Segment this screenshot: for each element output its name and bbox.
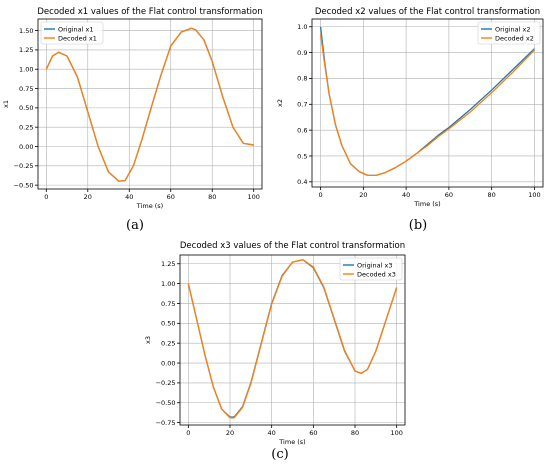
x-tick-label: 20: [84, 193, 92, 201]
y-axis-label: x3: [144, 336, 152, 344]
y-tick-label: −0.50: [156, 399, 176, 407]
x-tick-label: 100: [528, 191, 540, 199]
y-tick-label: 0.00: [19, 143, 33, 151]
x-tick-label: 100: [390, 429, 402, 437]
chart-title: Decoded x2 values of the Flat control tr…: [315, 7, 540, 17]
y-tick-label: 0.8: [297, 75, 307, 83]
y-axis-label: x1: [2, 100, 10, 108]
x-tick-label: 0: [318, 191, 322, 199]
y-axis-label: x2: [276, 99, 284, 107]
panel-caption: (b): [409, 218, 427, 233]
chart-panel-2: Decoded x2 values of the Flat control tr…: [276, 7, 544, 233]
x-axis-label: Time (s): [278, 438, 305, 446]
x-tick-label: 80: [351, 429, 359, 437]
y-tick-label: 0.5: [297, 152, 307, 160]
x-tick-label: 60: [445, 191, 453, 199]
y-tick-label: 0.25: [161, 339, 175, 347]
series-line-decoded-x1: [45, 27, 254, 182]
x-tick-label: 40: [402, 191, 410, 199]
chart-panel-1: Decoded x1 values of the Flat control tr…: [2, 7, 263, 233]
y-tick-label: 1.0: [297, 23, 307, 31]
panel-caption: (a): [126, 218, 144, 233]
legend-entry: Original x3: [357, 261, 392, 269]
series-line-original-x2: [319, 26, 535, 177]
y-tick-label: 0.50: [19, 104, 33, 112]
y-tick-label: 1.50: [19, 27, 33, 35]
chart-panel-3: Decoded x3 values of the Flat control tr…: [144, 241, 406, 462]
legend-entry: Decoded x2: [495, 34, 534, 42]
legend-box: [339, 257, 403, 281]
x-tick-label: 0: [44, 193, 48, 201]
plot-frame: [311, 18, 544, 188]
plot-frame: [37, 18, 263, 190]
x-tick-label: 80: [208, 193, 216, 201]
x-tick-label: 40: [125, 193, 133, 201]
legend-box: [40, 21, 104, 45]
y-tick-label: 1.25: [161, 260, 175, 268]
y-tick-label: 0.4: [297, 178, 307, 186]
x-axis-label: Time (s): [136, 202, 163, 210]
y-tick-label: 1.00: [19, 66, 33, 74]
series-line-original-x1: [45, 27, 254, 182]
y-tick-label: −0.25: [14, 162, 34, 170]
x-tick-label: 60: [309, 429, 317, 437]
plot-frame: [179, 254, 406, 426]
x-tick-label: 80: [488, 191, 496, 199]
y-tick-label: 0.75: [19, 85, 33, 93]
x-axis-label: Time (s): [413, 200, 440, 208]
y-tick-label: 0.00: [161, 359, 175, 367]
x-tick-label: 20: [359, 191, 367, 199]
x-tick-label: 60: [167, 193, 175, 201]
y-tick-label: 0.7: [297, 101, 307, 109]
legend-entry: Original x1: [58, 25, 93, 33]
x-tick-label: 40: [268, 429, 276, 437]
y-tick-label: 0.9: [297, 49, 307, 57]
chart-title: Decoded x1 values of the Flat control tr…: [37, 7, 262, 17]
y-tick-label: −0.25: [156, 379, 176, 387]
x-tick-label: 0: [186, 429, 190, 437]
legend-entry: Decoded x3: [357, 270, 396, 278]
y-tick-label: 0.75: [161, 300, 175, 308]
panel-caption: (c): [271, 447, 288, 462]
legend-box: [477, 21, 541, 45]
legend-entry: Original x2: [495, 25, 530, 33]
x-tick-label: 100: [247, 193, 259, 201]
x-tick-label: 20: [226, 429, 234, 437]
chart-title: Decoded x3 values of the Flat control tr…: [180, 241, 405, 251]
series-line-decoded-x2: [319, 34, 535, 177]
y-tick-label: 0.25: [19, 123, 33, 131]
y-tick-label: −0.75: [156, 419, 176, 427]
y-tick-label: 0.50: [161, 320, 175, 328]
legend-entry: Decoded x1: [58, 34, 97, 42]
y-tick-label: 1.25: [19, 46, 33, 54]
y-tick-label: 1.00: [161, 280, 175, 288]
y-tick-label: −0.50: [14, 181, 34, 189]
y-tick-label: 0.6: [297, 126, 307, 134]
series-line-decoded-x3: [187, 259, 398, 419]
